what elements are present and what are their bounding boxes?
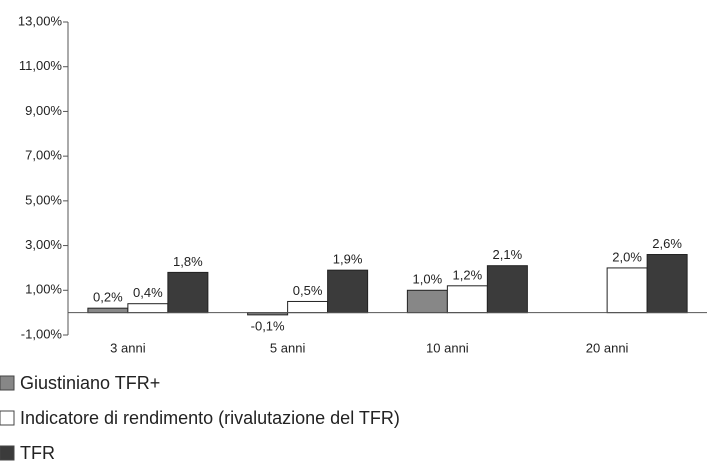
- value-label: 1,9%: [333, 252, 363, 267]
- y-tick-label: 11,00%: [19, 58, 63, 73]
- value-label: 2,1%: [493, 247, 523, 262]
- value-label: 2,6%: [652, 236, 682, 251]
- bar: [646, 254, 688, 314]
- value-label: 0,2%: [93, 290, 123, 305]
- bar: [406, 289, 448, 314]
- value-label: 1,8%: [173, 254, 203, 269]
- x-tick-label: 20 anni: [586, 340, 629, 355]
- bar: [606, 267, 648, 314]
- legend-marker: [0, 375, 15, 391]
- value-label: -0,1%: [251, 318, 285, 333]
- legend-label: TFR: [20, 443, 55, 463]
- y-tick-label: 7,00%: [25, 148, 62, 163]
- y-tick-label: 13,00%: [18, 13, 63, 28]
- bar: [127, 303, 169, 314]
- x-tick-label: 5 anni: [270, 340, 306, 355]
- value-label: 1,2%: [453, 267, 483, 282]
- y-tick-label: 9,00%: [25, 103, 62, 118]
- x-tick-label: 10 anni: [426, 340, 469, 355]
- legend-label: Giustiniano TFR+: [20, 373, 160, 393]
- y-tick-label: 5,00%: [25, 192, 62, 207]
- bar: [327, 269, 369, 314]
- bar: [167, 271, 209, 314]
- legend-marker: [0, 410, 15, 426]
- legend-marker: [0, 445, 15, 461]
- bar: [87, 307, 129, 314]
- y-tick-label: 3,00%: [25, 237, 62, 252]
- y-tick-label: -1,00%: [21, 326, 63, 341]
- value-label: 2,0%: [612, 249, 642, 264]
- bar: [486, 265, 528, 314]
- value-label: 0,4%: [133, 285, 163, 300]
- legend-label: Indicatore di rendimento (rivalutazione …: [20, 408, 400, 428]
- bar: [287, 300, 329, 314]
- y-tick-label: 1,00%: [25, 282, 62, 297]
- value-label: 1,0%: [413, 272, 443, 287]
- bar: [446, 285, 488, 314]
- value-label: 0,5%: [293, 283, 323, 298]
- x-tick-label: 3 anni: [110, 340, 146, 355]
